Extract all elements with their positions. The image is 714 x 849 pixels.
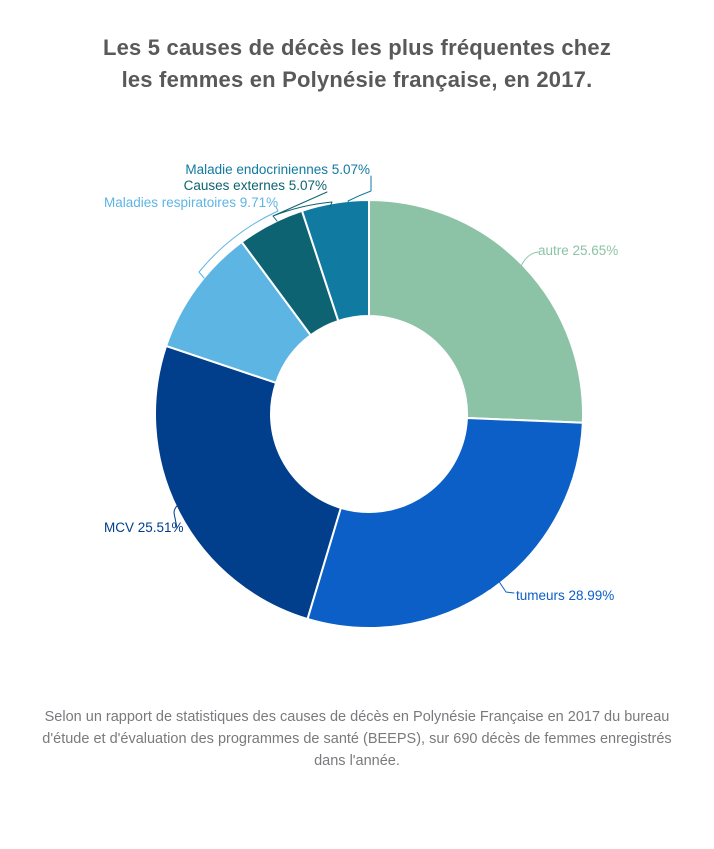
slice-label-mcv: MCV 25.51% [104, 520, 184, 535]
slice-label-causes-externes: Causes externes 5.07% [183, 178, 327, 193]
leader-line-autre [519, 251, 539, 269]
donut-chart-svg [154, 175, 584, 629]
leader-line-endocriniennes [347, 175, 372, 207]
chart-title: Les 5 causes de décès les plus fréquente… [0, 32, 714, 96]
slice-maladie-endocriniennes [300, 199, 370, 322]
donut-chart: Maladie endocriniennes 5.07% Causes exte… [0, 140, 714, 700]
slice-label-maladie-endocriniennes: Maladie endocriniennes 5.07% [185, 162, 370, 177]
slice-label-tumeurs: tumeurs 28.99% [516, 588, 615, 603]
leader-line-mcv [173, 502, 183, 529]
slice-autre [368, 199, 584, 424]
slice-tumeurs [306, 417, 584, 629]
slice-mcv [154, 344, 342, 620]
slice-label-autre: autre 25.65% [538, 243, 619, 258]
leader-line-causes-externes [272, 191, 333, 222]
leader-line-tumeurs [489, 579, 515, 594]
chart-caption: Selon un rapport de statistiques des cau… [42, 709, 672, 769]
chart-title-line1: Les 5 causes de décès les plus fréquente… [102, 35, 612, 60]
chart-title-line2: les femmes en Polynésie française, en 20… [121, 67, 593, 92]
slice-label-maladies-respiratoires: Maladies respiratoires 9.71% [104, 195, 279, 210]
leader-line-respiratoires [198, 206, 279, 279]
